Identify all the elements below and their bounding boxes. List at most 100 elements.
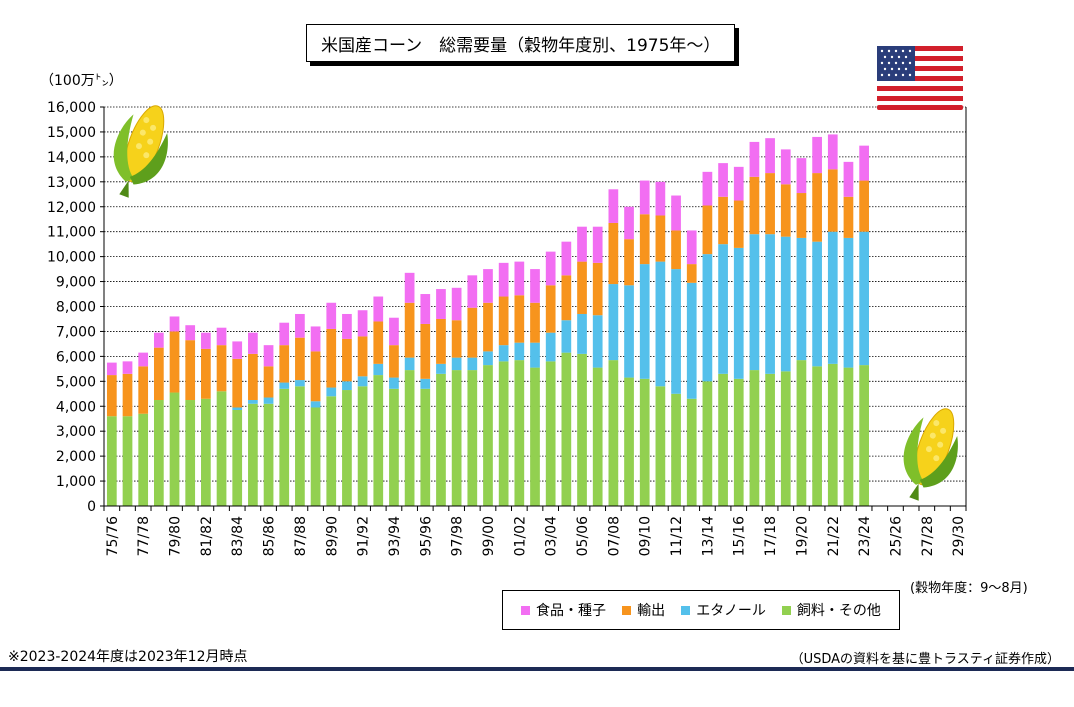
bar-segment-food [796, 158, 807, 194]
bar-segment-exports [436, 318, 446, 364]
bar-segment-exports [592, 262, 603, 316]
y-axis-ticks: 0 1,000 2,000 3,000 4,000 5,000 6,000 7,000 8,00… [47, 100, 104, 515]
x-tick-label: 11/12 [669, 516, 685, 556]
x-tick-label: 81/82 [199, 516, 215, 556]
legend-swatch-exports [622, 605, 632, 615]
bar-segment-food [326, 302, 337, 329]
y-tick-label: 5,000 [56, 374, 96, 390]
bar-segment-feed [326, 396, 337, 506]
bar-segment-food [467, 275, 478, 308]
bar-segment-food [451, 287, 462, 321]
bar-segment-exports [749, 176, 760, 235]
bar-segment-ethanol [451, 357, 462, 371]
bar-segment-food [263, 345, 274, 367]
bar-segment-food [827, 134, 838, 170]
bar-segment-ethanol [498, 345, 509, 362]
bar-segment-food [859, 145, 869, 181]
bar-segment-food [436, 289, 446, 319]
bar-segment-feed [404, 370, 415, 506]
bar-segment-ethanol [295, 380, 305, 387]
bar-segment-feed [342, 390, 352, 506]
bar-segment-food [561, 241, 572, 276]
bar-segment-food [185, 325, 196, 341]
bar-segment-exports [310, 351, 321, 402]
bar-segment-food [592, 226, 603, 263]
bar-segment-ethanol [357, 376, 368, 387]
legend-item-food: 食品・種子 [521, 600, 606, 620]
bar-segment-feed [451, 370, 462, 506]
bar-segment-ethanol [436, 363, 446, 374]
bar-segment-feed [232, 409, 243, 506]
legend-item-feed: 飼料・その他 [781, 600, 881, 620]
bar-segment-exports [451, 320, 462, 358]
bar-segment-exports [138, 366, 149, 414]
bar-segment-food [733, 166, 744, 201]
bar-segment-ethanol [718, 244, 728, 374]
bar-segment-feed [122, 416, 133, 506]
x-tick-label: 99/00 [481, 516, 497, 556]
y-tick-label: 7,000 [56, 324, 96, 340]
bar-segment-ethanol [263, 397, 274, 404]
bar-segment-exports [153, 347, 164, 401]
x-tick-label: 97/98 [450, 516, 466, 556]
bar-segment-feed [577, 353, 587, 506]
bar-segment-ethanol [514, 342, 525, 361]
bar-segment-food [342, 313, 352, 339]
bar-segment-feed [138, 413, 149, 506]
bar-segment-food [279, 322, 290, 346]
legend-swatch-feed [781, 605, 791, 615]
bar-segment-feed [279, 388, 290, 506]
bar-segment-food [295, 313, 305, 338]
bar-segment-ethanol [545, 332, 556, 362]
bar-segment-exports [655, 215, 666, 262]
y-tick-label: 0 [87, 499, 96, 515]
bar-segment-ethanol [420, 378, 431, 389]
bar-segment-food [389, 317, 399, 346]
bar-segment-exports [780, 184, 791, 237]
bar-segment-exports [201, 348, 211, 399]
bar-segment-food [216, 327, 227, 346]
bar-segment-feed [248, 403, 258, 506]
bar-segment-feed [201, 398, 211, 506]
y-tick-label: 15,000 [47, 125, 96, 141]
bar-segment-exports [169, 331, 180, 393]
y-tick-label: 10,000 [47, 250, 96, 266]
bar-segment-feed [796, 360, 807, 506]
x-axis-ticks: 75/76 77/78 79/80 81/82 83/84 85/86 87/88 89/90… [103, 506, 967, 556]
y-tick-label: 2,000 [56, 449, 96, 465]
legend-label-exports: 輸出 [637, 603, 666, 619]
bar-segment-exports [843, 196, 854, 238]
x-tick-label: 83/84 [230, 516, 246, 556]
x-tick-label: 09/10 [638, 516, 654, 556]
bar-segment-ethanol [279, 382, 290, 389]
y-tick-label: 8,000 [56, 300, 96, 316]
bar-segment-food [514, 261, 525, 296]
bar-segment-exports [812, 173, 822, 242]
bar-segment-ethanol [577, 313, 587, 354]
bar-segment-exports [671, 230, 681, 270]
x-tick-label: 77/78 [136, 516, 152, 556]
bar-segment-food [201, 332, 211, 349]
bar-segment-feed [733, 378, 744, 506]
bar-segment-feed [389, 388, 399, 506]
bar-segment-feed [467, 370, 478, 506]
bar-segment-exports [357, 336, 368, 377]
bar-segment-feed [592, 367, 603, 506]
bar-segment-feed [514, 360, 525, 506]
bar-segment-exports [608, 222, 619, 285]
bar-segment-exports [420, 323, 431, 379]
bar-segment-ethanol [733, 247, 744, 379]
bar-segment-exports [796, 193, 807, 238]
bar-segment-exports [389, 345, 399, 378]
bar-segment-feed [185, 400, 196, 506]
bar-segment-food [545, 251, 556, 286]
bar-segment-food [530, 269, 540, 303]
bar-segment-exports [326, 328, 337, 388]
bar-segment-ethanol [467, 357, 478, 371]
bar-segment-food [138, 352, 149, 367]
bar-segment-food [357, 310, 368, 337]
bar-segment-exports [545, 285, 556, 333]
bar-segment-exports [577, 261, 587, 314]
x-tick-label: 17/18 [763, 516, 779, 556]
legend-swatch-ethanol [681, 605, 691, 615]
